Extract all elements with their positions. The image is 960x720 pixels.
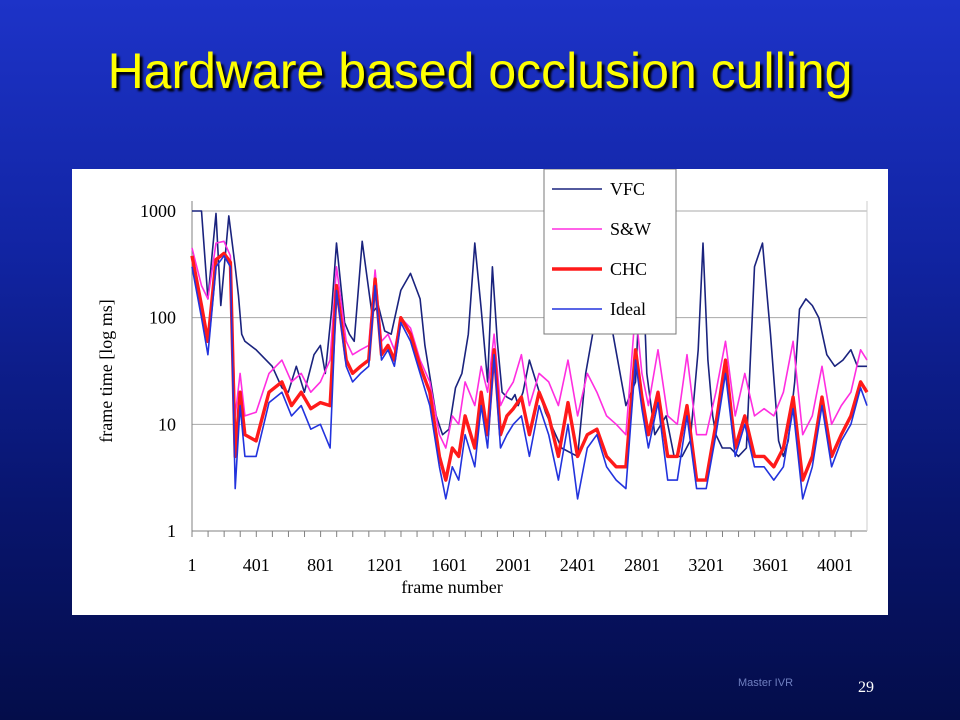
y-tick-label: 1000 (140, 201, 176, 221)
series-line-vfc (192, 210, 867, 458)
x-tick-label: 1 (188, 555, 197, 575)
y-tick-label: 1 (167, 521, 176, 541)
slide-title: Hardware based occlusion culling (107, 43, 853, 99)
y-tick-label: 10 (158, 414, 176, 434)
series-lines (190, 210, 869, 500)
x-tick-label: 1201 (367, 555, 403, 575)
x-tick-labels: 1 401 801 1201 1601 2001 2401 2801 3201 3601 4001 (188, 555, 854, 575)
chart-panel: 1 10 100 1000 1 401 801 1201 1601 2001 2401 2801 32… (72, 169, 888, 615)
series-line-ideal (191, 255, 868, 500)
x-tick-label: 401 (243, 555, 270, 575)
x-tick-label: 2401 (560, 555, 596, 575)
y-axis-label: frame time [log ms] (96, 299, 116, 442)
x-tick-label: 801 (307, 555, 334, 575)
x-tick-label: 2801 (624, 555, 660, 575)
legend-label-chc: CHC (610, 259, 647, 279)
grid-lines (192, 210, 867, 532)
legend-label-vfc: VFC (610, 179, 645, 199)
frame-time-chart: 1 10 100 1000 1 401 801 1201 1601 2001 2401 2801 32… (96, 169, 869, 597)
series-line-s-w (191, 240, 868, 449)
slide-number: 29 (858, 679, 874, 696)
legend: VFC S&W CHC Ideal (543, 169, 677, 335)
y-tick-label: 100 (149, 308, 176, 328)
x-tick-label: 3601 (753, 555, 789, 575)
y-tick-labels: 1 10 100 1000 (140, 201, 176, 541)
x-axis-label: frame number (401, 577, 502, 597)
x-tick-label: 3201 (688, 555, 724, 575)
x-tick-label: 2001 (496, 555, 532, 575)
axes (191, 201, 868, 537)
x-tick-label: 1601 (431, 555, 467, 575)
legend-label-ideal: Ideal (610, 299, 646, 319)
series-line-chc (190, 251, 869, 482)
footer-text: Master IVR (738, 677, 794, 689)
x-tick-label: 4001 (817, 555, 853, 575)
legend-box (543, 169, 677, 335)
legend-label-s-w: S&W (610, 219, 651, 239)
